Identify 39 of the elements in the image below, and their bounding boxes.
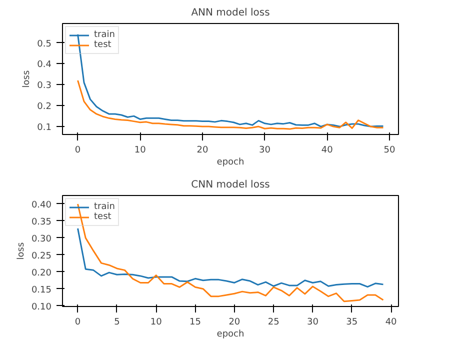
y-tick-label: 0.35 xyxy=(31,217,52,228)
y-tick-label: 0.15 xyxy=(31,285,52,296)
x-tick-label: 30 xyxy=(259,146,271,156)
x-tick-label: 40 xyxy=(321,146,334,156)
x-tick-label: 20 xyxy=(196,146,208,156)
y-tick-label: 0.40 xyxy=(31,200,52,210)
y-tick-label: 0.1 xyxy=(37,123,52,134)
line-series xyxy=(77,228,384,288)
legend-label: test xyxy=(94,40,112,50)
chart-title: ANN model loss xyxy=(191,8,270,18)
y-tick-label: 0.10 xyxy=(31,302,52,312)
x-tick-label: 20 xyxy=(228,318,240,328)
x-tick-label: 25 xyxy=(268,318,280,328)
y-tick-label: 0.25 xyxy=(31,251,52,262)
y-tick-label: 0.4 xyxy=(37,60,52,70)
chart-title: CNN model loss xyxy=(191,180,270,190)
y-tick-label: 0.30 xyxy=(31,234,52,244)
x-tick-label: 10 xyxy=(134,146,146,156)
x-tick-label: 40 xyxy=(385,318,398,328)
x-tick-label: 50 xyxy=(384,146,396,156)
x-tick-label: 35 xyxy=(346,318,358,328)
legend-label: train xyxy=(94,30,115,40)
x-tick-label: 30 xyxy=(307,318,319,328)
y-tick-label: 0.20 xyxy=(31,268,52,278)
x-tick-label: 0 xyxy=(74,146,81,156)
y-tick-label: 0.3 xyxy=(37,81,52,92)
x-axis-title: epoch xyxy=(216,158,244,168)
y-axis-title: loss xyxy=(22,70,32,88)
x-tick-label: 5 xyxy=(114,318,120,328)
y-tick-label: 0.5 xyxy=(37,39,52,50)
legend-label: test xyxy=(94,212,112,222)
x-tick-label: 0 xyxy=(74,318,81,328)
x-axis-title: epoch xyxy=(216,330,244,340)
x-tick-label: 15 xyxy=(190,318,201,328)
x-tick-label: 10 xyxy=(150,318,162,328)
y-tick-label: 0.2 xyxy=(37,102,52,112)
y-axis-title: loss xyxy=(16,242,26,260)
legend-label: train xyxy=(94,202,115,212)
line-series xyxy=(77,80,384,130)
